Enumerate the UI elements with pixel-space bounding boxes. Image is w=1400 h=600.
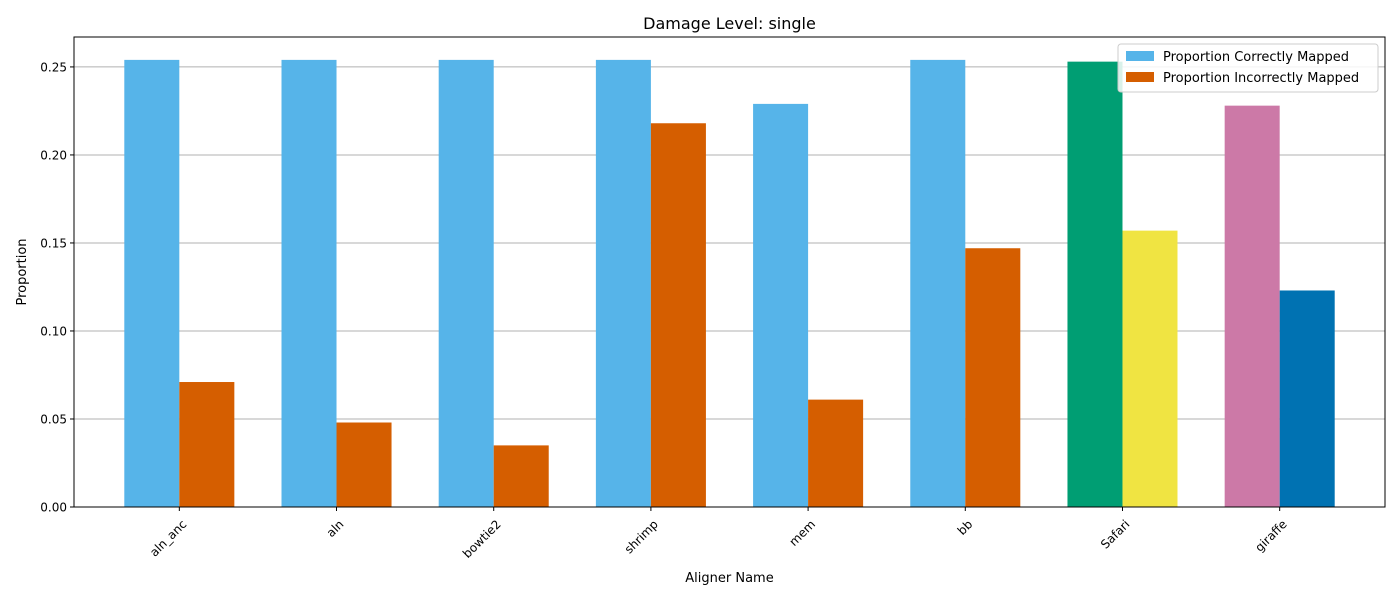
y-tick-label: 0.10 — [40, 324, 67, 338]
x-axis: aln_anc aln bowtie2 shrimp mem bb Safari giraff… — [147, 507, 1290, 561]
bar-incorrect-aln — [336, 422, 392, 507]
bar-correct-mem — [753, 103, 809, 507]
plot-area — [74, 37, 1385, 507]
x-tick-label: shrimp — [622, 517, 661, 556]
y-tick-label: 0.00 — [40, 501, 67, 515]
legend-swatch — [1126, 51, 1154, 61]
bar-incorrect-Safari — [1122, 230, 1178, 507]
x-tick-label: giraffe — [1252, 517, 1289, 554]
chart-title: Damage Level: single — [643, 14, 816, 33]
legend-swatch — [1126, 72, 1154, 82]
x-tick-label: mem — [787, 517, 819, 549]
x-tick-label: aln_anc — [147, 517, 189, 559]
bar-incorrect-shrimp — [650, 123, 706, 507]
legend: Proportion Correctly Mapped Proportion In… — [1117, 43, 1379, 93]
bar-correct-shrimp — [595, 59, 651, 507]
bar-correct-bowtie2 — [438, 59, 494, 507]
bars — [124, 59, 1335, 508]
legend-label: Proportion Incorrectly Mapped — [1163, 71, 1359, 86]
bar-incorrect-aln_anc — [179, 382, 235, 507]
bar-correct-aln_anc — [124, 59, 180, 507]
x-axis-label: Aligner Name — [685, 571, 773, 586]
y-tick-label: 0.15 — [40, 236, 67, 250]
y-tick-label: 0.05 — [40, 412, 67, 426]
legend-box — [1117, 43, 1379, 93]
bar-incorrect-mem — [808, 399, 864, 507]
x-tick-label: Safari — [1098, 517, 1133, 552]
x-tick-label: bb — [955, 517, 976, 538]
bar-correct-bb — [910, 59, 966, 507]
bar-incorrect-bb — [965, 248, 1021, 507]
y-axis: 0.00 0.05 0.10 0.15 0.20 0.25 — [40, 60, 74, 515]
plot-frame — [73, 36, 1386, 508]
y-tick-label: 0.25 — [40, 60, 67, 74]
y-tick-label: 0.20 — [40, 148, 67, 162]
bar-correct-giraffe — [1224, 105, 1280, 508]
bar-incorrect-bowtie2 — [493, 445, 549, 507]
x-tick-label: aln — [324, 517, 347, 540]
bar-correct-Safari — [1067, 61, 1123, 507]
y-axis-label: Proportion — [15, 238, 30, 305]
legend-label: Proportion Correctly Mapped — [1163, 50, 1349, 65]
bar-incorrect-giraffe — [1279, 290, 1335, 507]
bar-correct-aln — [281, 59, 337, 507]
x-tick-label: bowtie2 — [460, 517, 504, 561]
